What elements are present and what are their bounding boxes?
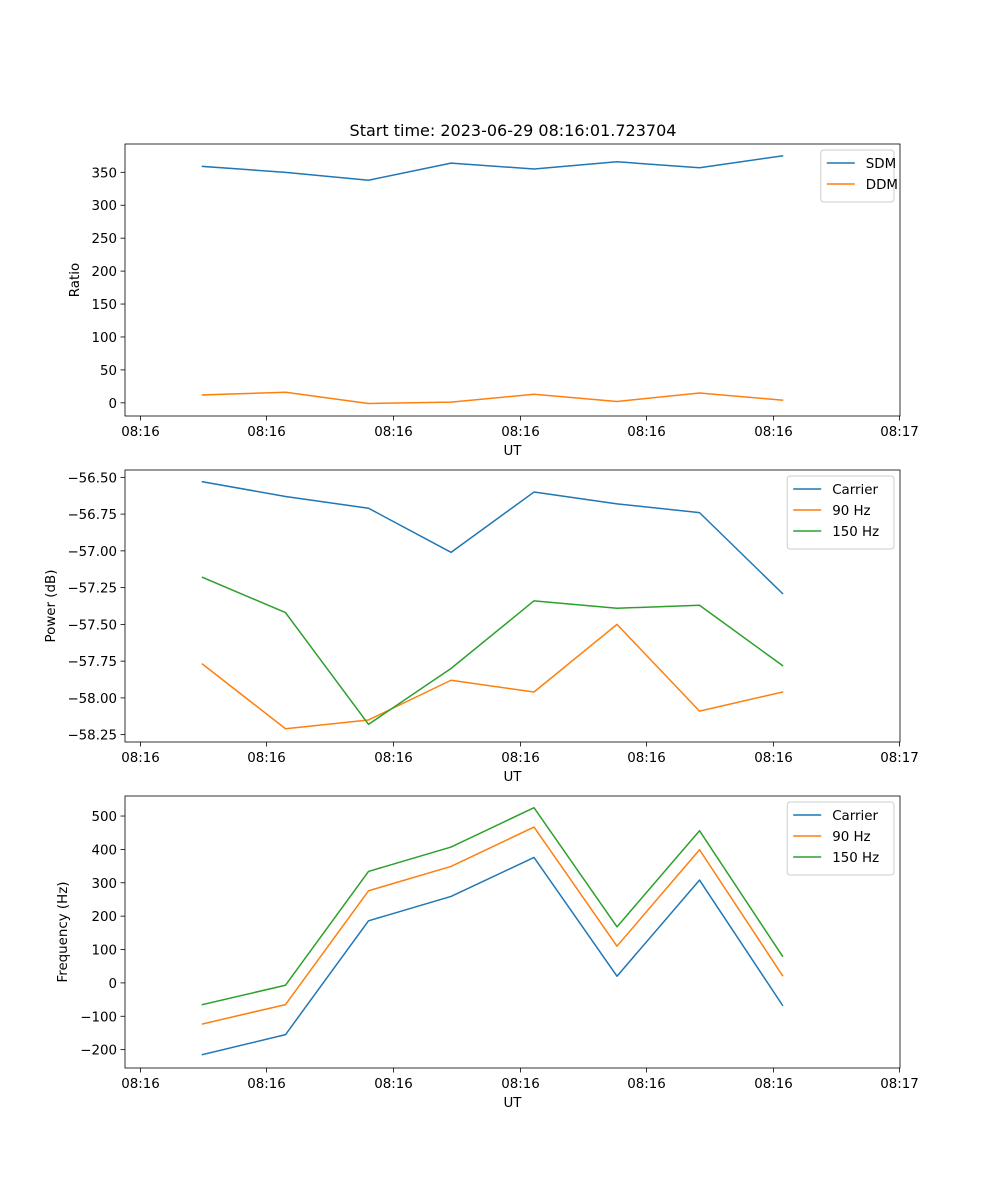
legend-label: DDM: [866, 178, 898, 193]
x-axis-label: UT: [504, 1096, 523, 1111]
y-tick-label: 0: [108, 977, 117, 992]
x-tick-label: 08:16: [121, 425, 160, 440]
plot-frame: [124, 469, 901, 743]
y-axis-label: Power (dB): [44, 570, 59, 643]
legend-label: 90 Hz: [832, 504, 870, 519]
x-tick-label: 08:16: [501, 425, 540, 440]
series-line-90-hz: [201, 623, 784, 730]
x-tick-label: 08:16: [247, 1077, 286, 1092]
legend-label: 150 Hz: [832, 525, 879, 540]
y-tick-label: −57.50: [67, 618, 117, 633]
chart-title: Start time: 2023-06-29 08:16:01.723704: [350, 121, 677, 140]
series-line-carrier: [201, 480, 784, 595]
chart-panel-1: 08:16 08:16 08:16 08:16 08:16 08:16 08:17 0 50 10…: [68, 143, 919, 459]
y-axis-label: Ratio: [68, 263, 83, 297]
x-tick-label: 08:16: [627, 751, 666, 766]
legend: Carrier 90 Hz 150 Hz: [786, 801, 895, 876]
y-tick-label: 50: [100, 364, 117, 379]
series-line-carrier: [201, 856, 784, 1056]
x-tick-label: 08:16: [754, 425, 793, 440]
x-tick-label: 08:16: [374, 751, 413, 766]
legend-label: Carrier: [832, 809, 878, 824]
legend-label: 150 Hz: [832, 851, 879, 866]
x-tick-label: 08:16: [754, 1077, 793, 1092]
x-tick-label: 08:16: [501, 1077, 540, 1092]
x-tick-label: 08:17: [880, 1077, 919, 1092]
y-tick-label: −56.75: [67, 508, 117, 523]
x-tick-label: 08:16: [247, 425, 286, 440]
legend: SDM DDM: [820, 149, 898, 203]
series-line-150-hz: [201, 576, 784, 726]
x-tick-label: 08:16: [754, 751, 793, 766]
chart-panel-2: 08:16 08:16 08:16 08:16 08:16 08:16 08:17 −58.2…: [44, 469, 919, 785]
legend-label: Carrier: [832, 483, 878, 498]
y-tick-label: −57.75: [67, 655, 117, 670]
y-tick-label: 100: [91, 944, 117, 959]
y-tick-label: 400: [91, 843, 117, 858]
y-axis-label: Frequency (Hz): [56, 882, 71, 983]
x-tick-label: 08:17: [880, 751, 919, 766]
x-axis-label: UT: [504, 444, 523, 459]
x-tick-label: 08:16: [501, 751, 540, 766]
series-line-90-hz: [201, 826, 784, 1025]
y-tick-label: −56.50: [67, 471, 117, 486]
y-tick-label: −58.00: [67, 692, 117, 707]
x-axis-label: UT: [504, 770, 523, 785]
legend-label: SDM: [866, 157, 896, 172]
y-tick-label: 350: [91, 166, 117, 181]
x-tick-label: 08:16: [247, 751, 286, 766]
y-tick-label: −200: [80, 1044, 117, 1059]
legend: Carrier 90 Hz 150 Hz: [786, 475, 895, 550]
series-line-sdm: [201, 155, 784, 181]
y-tick-label: 200: [91, 910, 117, 925]
y-tick-label: 300: [91, 877, 117, 892]
y-tick-label: 250: [91, 232, 117, 247]
y-tick-label: −58.25: [67, 729, 117, 744]
series-line-ddm: [201, 391, 784, 405]
x-tick-label: 08:16: [374, 1077, 413, 1092]
y-tick-label: −57.00: [67, 545, 117, 560]
x-tick-label: 08:16: [121, 1077, 160, 1092]
y-tick-label: −57.25: [67, 582, 117, 597]
y-tick-label: 100: [91, 331, 117, 346]
y-tick-label: 200: [91, 265, 117, 280]
x-tick-label: 08:16: [121, 751, 160, 766]
series-line-150-hz: [201, 806, 784, 1006]
x-tick-label: 08:17: [880, 425, 919, 440]
y-tick-label: 0: [108, 397, 117, 412]
plot-frame: [124, 143, 901, 417]
y-tick-label: −100: [80, 1010, 117, 1025]
chart-panel-3: 08:16 08:16 08:16 08:16 08:16 08:16 08:17 −200 −…: [56, 795, 919, 1111]
legend-label: 90 Hz: [832, 830, 870, 845]
plot-frame: [124, 795, 901, 1069]
y-tick-label: 500: [91, 810, 117, 825]
x-tick-label: 08:16: [374, 425, 413, 440]
y-tick-label: 300: [91, 199, 117, 214]
x-tick-label: 08:16: [627, 425, 666, 440]
panels: 08:16 08:16 08:16 08:16 08:16 08:16 08:17 0 50 10…: [44, 143, 919, 1111]
x-tick-label: 08:16: [627, 1077, 666, 1092]
y-tick-label: 150: [91, 298, 117, 313]
